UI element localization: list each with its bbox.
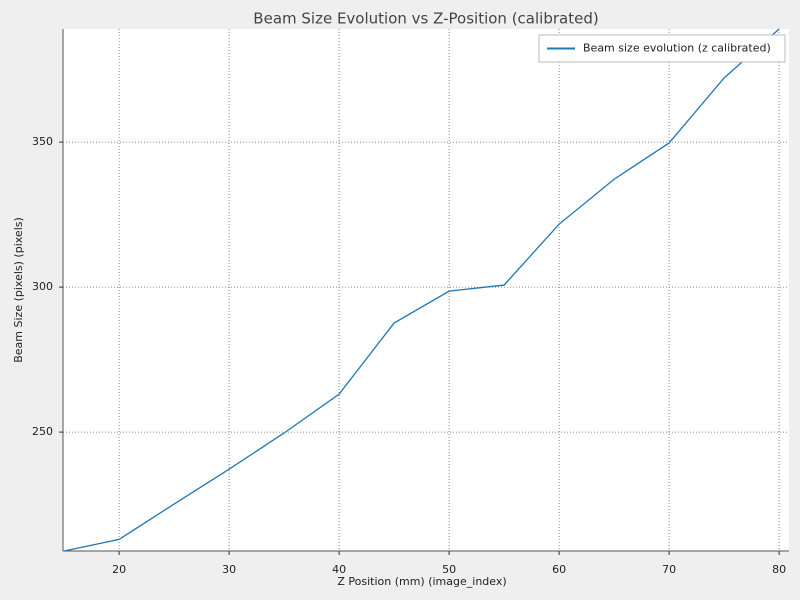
x-tick-label: 60 — [552, 563, 566, 576]
x-axis-label: Z Position (mm) (image_index) — [337, 575, 506, 588]
x-tick-label: 40 — [332, 563, 346, 576]
y-tick-label: 350 — [32, 135, 53, 148]
legend-label: Beam size evolution (z calibrated) — [583, 42, 771, 55]
plot-area — [63, 29, 789, 551]
legend-box — [538, 34, 786, 63]
y-axis-label: Beam Size (pixels) (pixels) — [12, 217, 25, 363]
x-tick-label: 20 — [112, 563, 126, 576]
x-tick-label: 30 — [222, 563, 236, 576]
x-tick-label: 50 — [442, 563, 456, 576]
x-tick-label: 80 — [772, 563, 786, 576]
y-tick-label: 300 — [32, 280, 53, 293]
x-tick-label: 70 — [662, 563, 676, 576]
y-tick-label: 250 — [32, 425, 53, 438]
data-line — [63, 28, 780, 552]
chart-title: Beam Size Evolution vs Z-Position (calib… — [253, 10, 598, 28]
